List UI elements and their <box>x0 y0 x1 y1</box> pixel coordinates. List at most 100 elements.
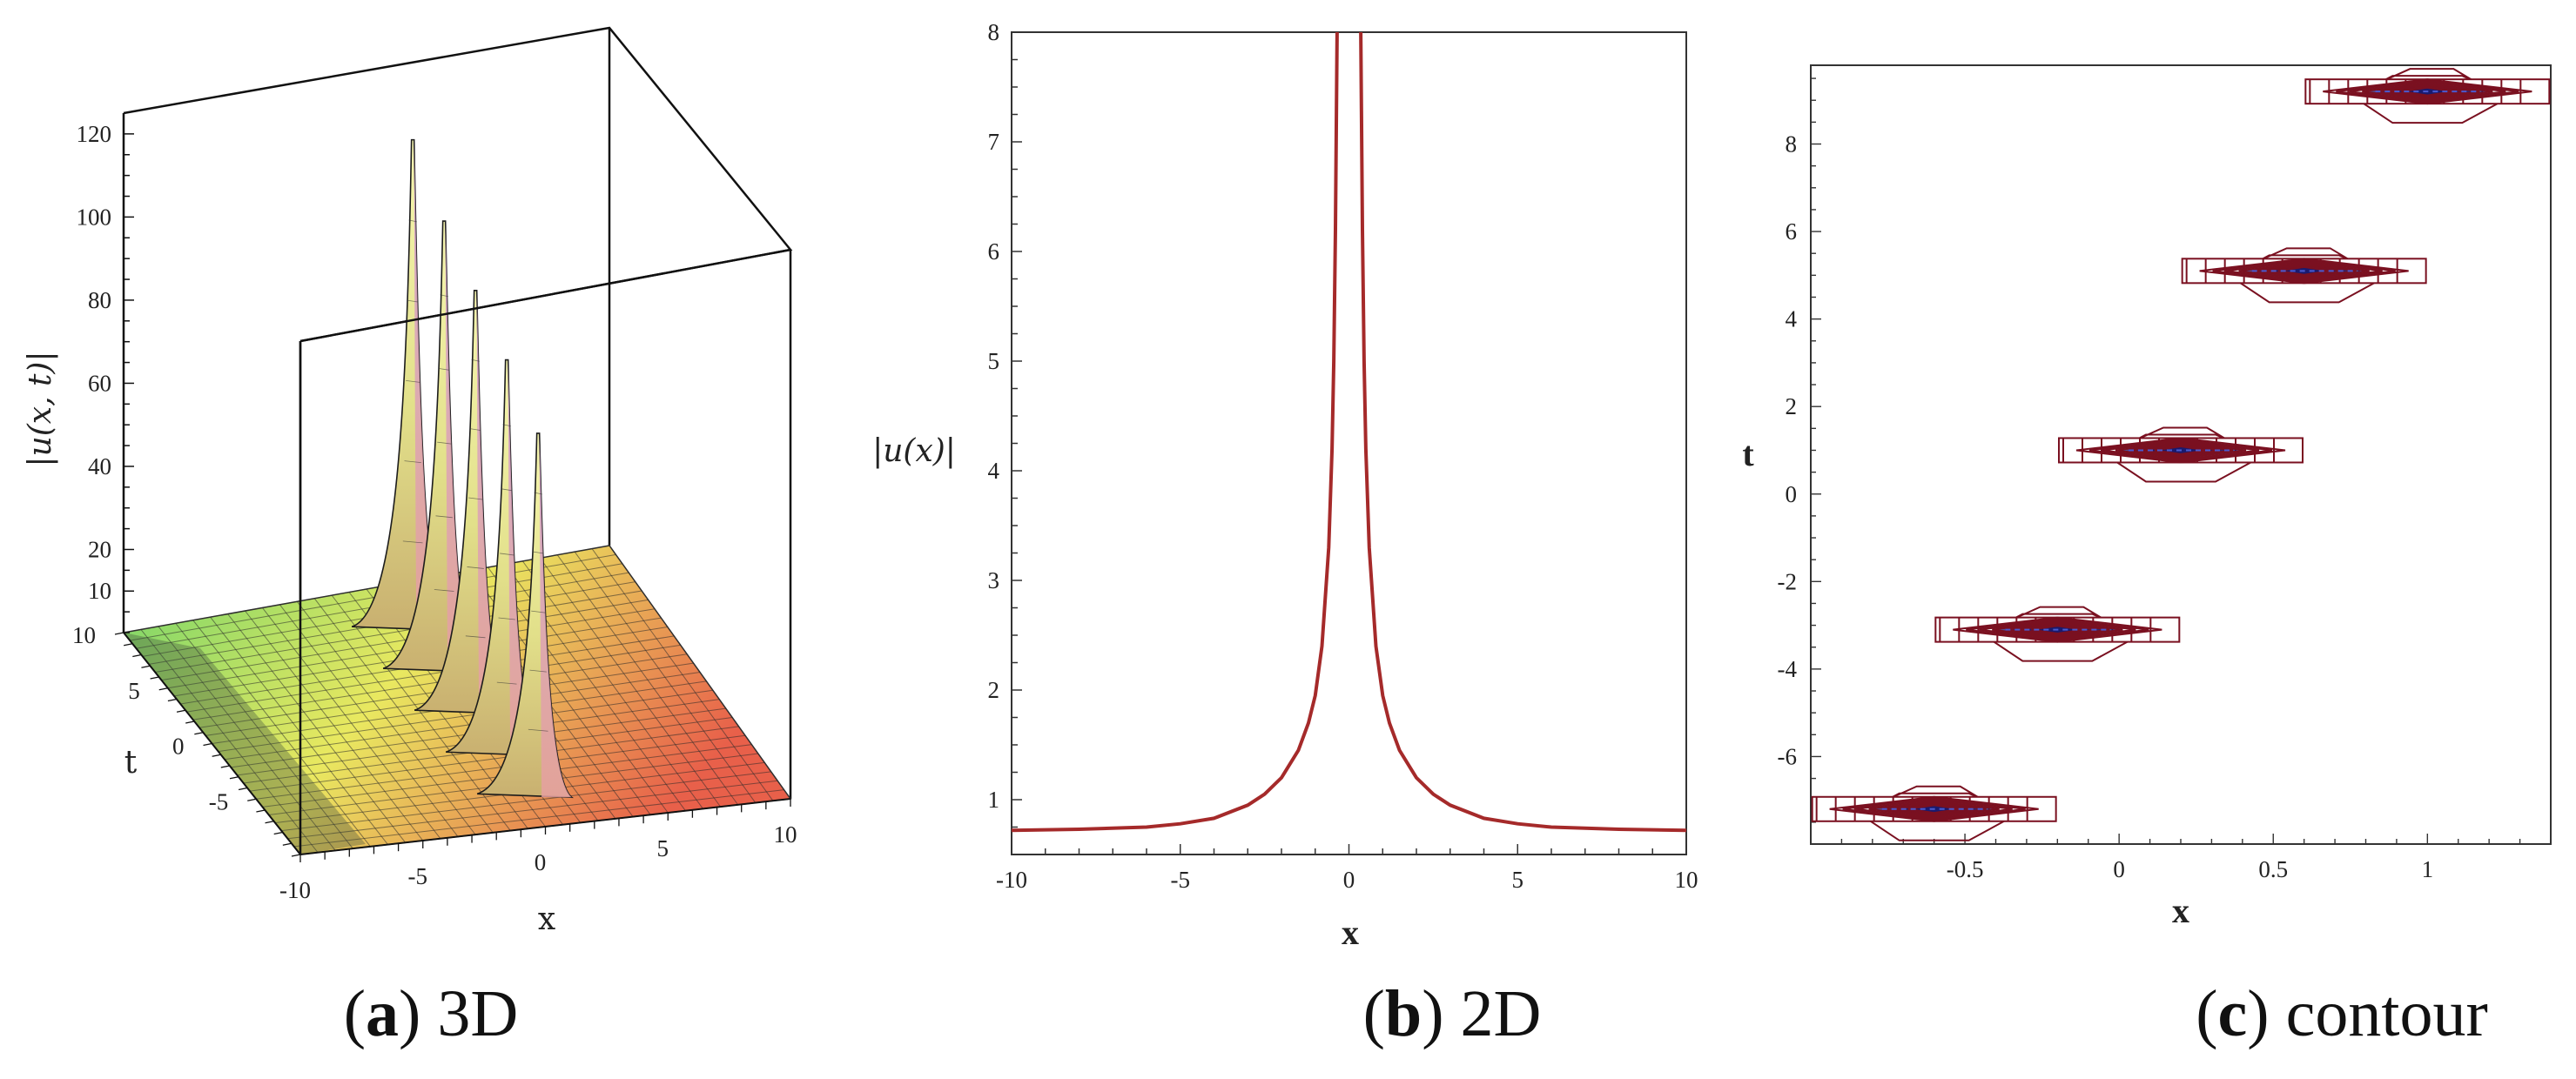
peak-mesh-line <box>408 219 417 223</box>
x-tick-label: 1 <box>2422 856 2434 882</box>
z-axis-label: |u(x, t)| <box>23 351 58 466</box>
y-tick-label: 4 <box>1786 306 1798 332</box>
y-tick-label: 5 <box>988 348 1000 374</box>
y-tick-label: 4 <box>988 458 1000 484</box>
y-tick-label: 3 <box>988 567 1000 593</box>
peak-shade <box>508 359 541 756</box>
contour-diamond <box>2088 439 2273 462</box>
t-tick <box>124 643 133 647</box>
axes-ticks: -0.5 0 0.5 1 -6 -4 -2 0 2 4 6 8 <box>1778 77 2552 882</box>
y-tick-label: 0 <box>1786 481 1798 507</box>
y-tick-label: 2 <box>1786 393 1798 419</box>
x-tick-label: 0.5 <box>2258 856 2288 882</box>
peak-group <box>351 138 575 799</box>
x-tick-label: 0 <box>535 849 547 875</box>
surface-shadow <box>124 633 366 854</box>
t-tick <box>132 653 142 658</box>
z-tick-label: 20 <box>88 536 111 562</box>
peak-mesh-line <box>440 294 448 298</box>
y-axis-label: |u(x)| <box>872 433 956 469</box>
peak-mesh-line <box>467 566 484 569</box>
peak-shade <box>414 139 447 631</box>
contour-diamond <box>1979 619 2136 640</box>
t-tick <box>220 765 230 768</box>
peak-mesh-line <box>468 497 483 500</box>
t-tick <box>194 732 204 735</box>
peak-mesh-line <box>435 515 453 519</box>
x-tick-label: 5 <box>657 835 669 861</box>
panel-contour: -0.5 0 0.5 1 -6 -4 -2 0 2 4 6 8 t x <box>1742 64 2552 930</box>
t-tick <box>203 742 212 747</box>
contour-diamond <box>1966 618 2149 642</box>
t-tick <box>282 842 292 846</box>
mesh-line <box>574 551 757 803</box>
caption-b: (b) 2D <box>1363 977 1542 1050</box>
t-tick <box>256 809 266 813</box>
x-tick-label: -5 <box>408 863 428 889</box>
peak-mesh-line <box>496 681 517 685</box>
y-tick-label: 8 <box>988 19 1000 45</box>
x-tick-label: -5 <box>1171 867 1191 893</box>
peak-mesh-line <box>501 488 513 492</box>
peak-mesh-line <box>502 424 511 427</box>
t-tick <box>158 687 168 691</box>
t-tick <box>212 754 221 757</box>
mesh-line <box>539 557 721 808</box>
y-tick-label: 8 <box>1786 131 1798 157</box>
t-axis-label: t <box>124 745 138 781</box>
contour-diamond <box>1953 616 2162 643</box>
contour-diamond <box>2336 79 2519 104</box>
mesh-line <box>488 566 669 814</box>
peak-shade <box>476 290 509 714</box>
contour-cluster <box>2058 426 2304 483</box>
mesh-line <box>287 780 778 840</box>
plot-frame <box>1011 31 1687 855</box>
peak-mesh-line <box>465 635 486 639</box>
contour-cluster <box>2304 68 2551 124</box>
mesh-line <box>281 771 771 832</box>
t-tick <box>167 698 178 702</box>
peak-mesh-line <box>529 669 547 673</box>
t-tick <box>247 798 257 801</box>
panel-2d-line: -10 -5 0 5 10 1 2 3 4 5 6 7 8 |u(x)| x <box>872 19 1698 952</box>
peak-shade <box>445 221 478 673</box>
x-tick-label: 5 <box>1512 867 1524 893</box>
peak-mesh-line <box>532 551 544 554</box>
t-tick <box>114 632 124 635</box>
t-tick-label: -5 <box>209 788 229 814</box>
y-tick-label: 2 <box>988 677 1000 703</box>
peak-mesh-line <box>534 492 542 495</box>
caption-c: (c) contour <box>2196 977 2488 1050</box>
contour-diamond <box>2349 81 2506 102</box>
peak-mesh-line <box>437 441 452 445</box>
x-tick-label: -0.5 <box>1947 856 1984 882</box>
t-tick <box>150 676 159 680</box>
x-tick-label: -10 <box>996 867 1027 893</box>
z-tick-label: 80 <box>88 287 111 313</box>
contour-cluster <box>1934 606 2181 662</box>
x-axis-label: x <box>538 901 555 937</box>
t-tick-label: 5 <box>128 678 140 704</box>
axes-ticks: -10 -5 0 5 10 1 2 3 4 5 6 7 8 <box>988 19 1698 893</box>
mesh-line <box>249 726 739 792</box>
mesh-line <box>556 554 739 806</box>
t-tick <box>238 787 248 791</box>
series-line <box>1011 31 1687 833</box>
peak-mesh-line <box>402 540 423 544</box>
peak-mesh-line <box>407 299 419 303</box>
y-tick-label: 6 <box>1786 218 1798 245</box>
contour-cluster <box>2181 247 2427 304</box>
contour-diamond <box>2225 260 2383 282</box>
contour-diamond <box>2075 437 2286 464</box>
z-axis: 10 20 40 60 80 100 120 <box>77 113 134 633</box>
t-tick-label: 0 <box>172 734 185 760</box>
t-tick-label: 10 <box>72 622 96 648</box>
peak-mesh-line <box>438 368 450 371</box>
t-tick <box>176 709 186 713</box>
t-tick <box>185 720 195 724</box>
mesh-line <box>609 545 791 800</box>
x-tick-label: 10 <box>774 821 797 848</box>
contour-group <box>1811 68 2551 841</box>
